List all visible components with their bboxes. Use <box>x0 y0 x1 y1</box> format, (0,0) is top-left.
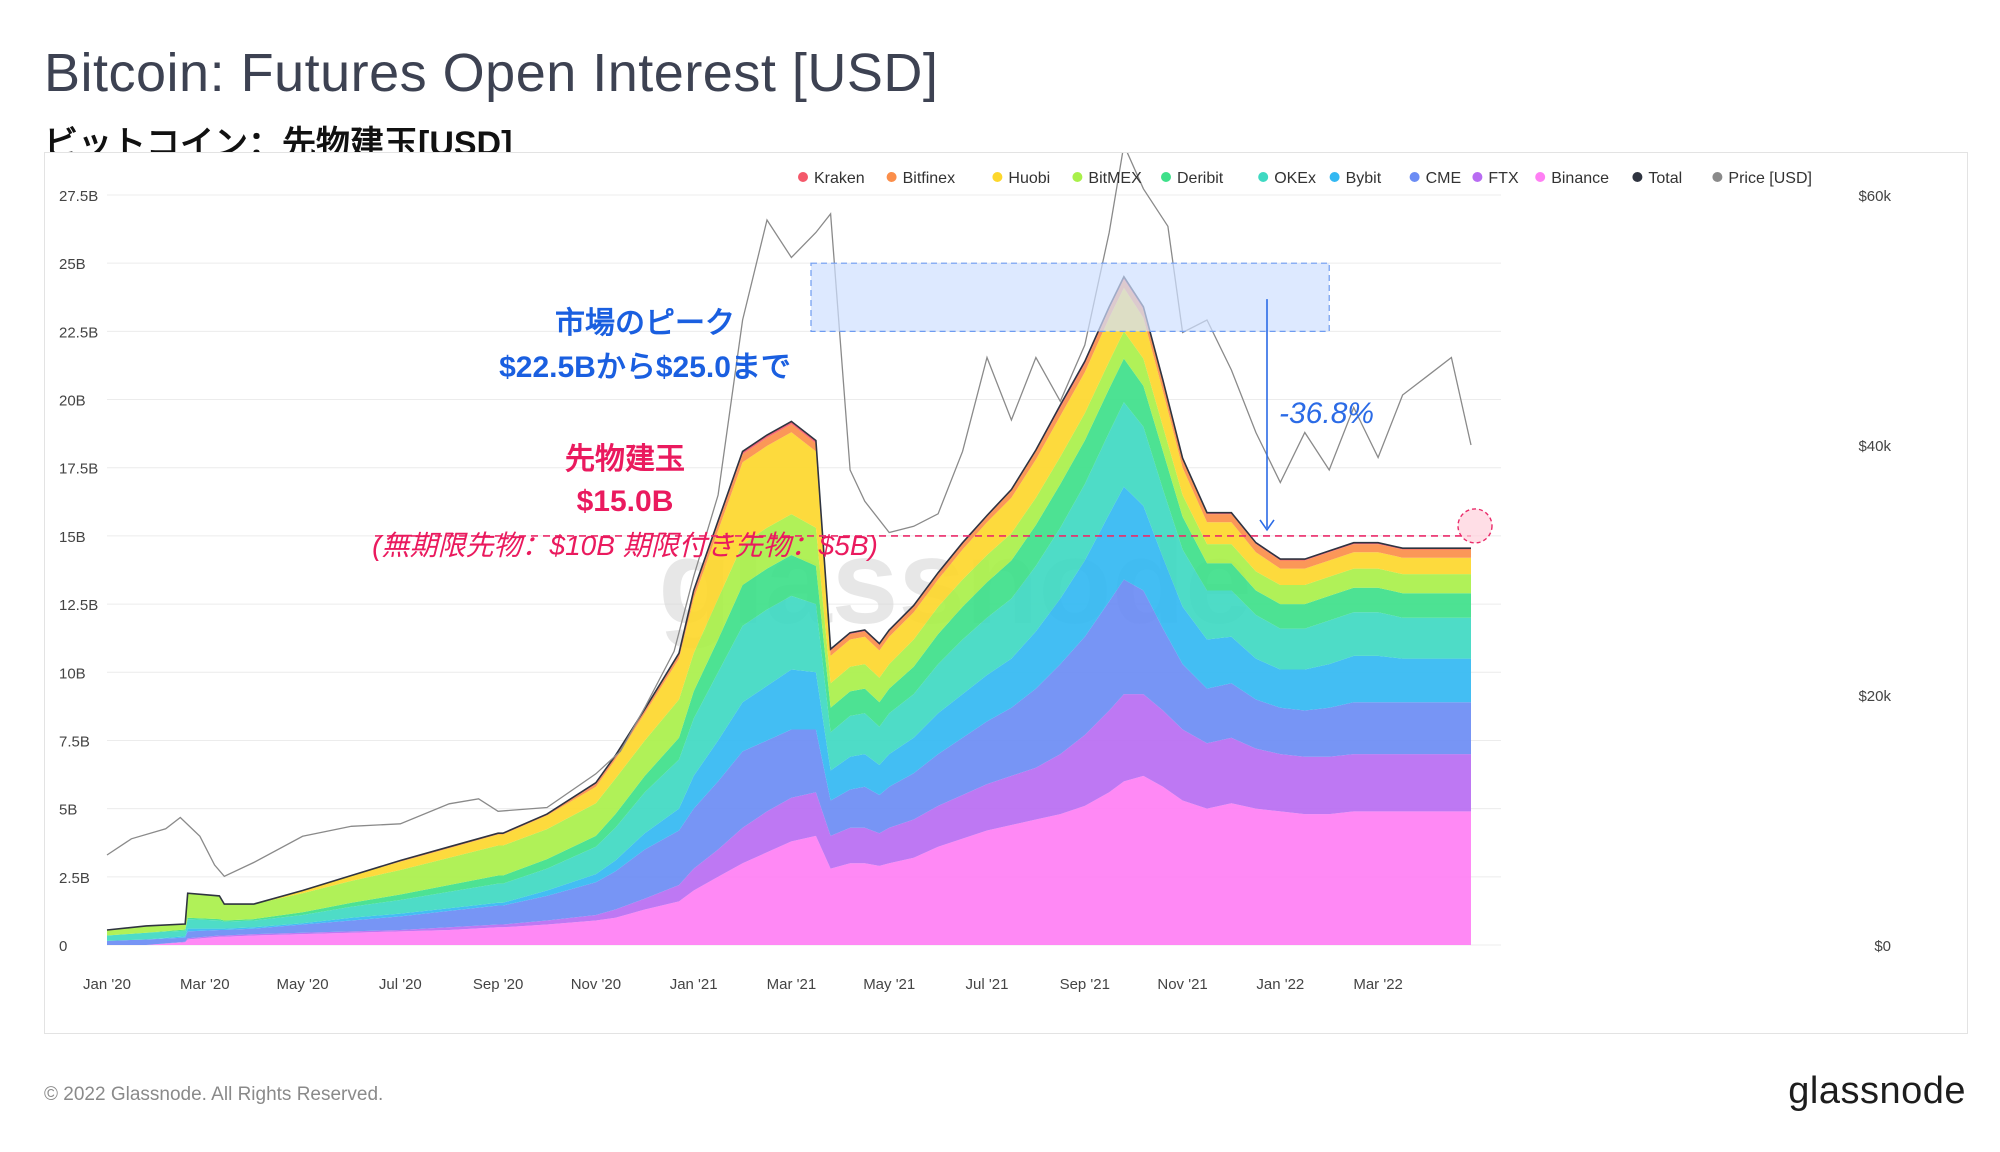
legend-item-bitfinex: Bitfinex <box>886 170 955 187</box>
x-tick-label: Jan '20 <box>83 976 131 993</box>
y-right-tick-label: $0 <box>1874 938 1891 955</box>
futures-open-interest-chart: glassnode 02.5B5B7.5B10B12.5B15B17.5B20B… <box>59 153 1891 993</box>
series-lines <box>106 153 1472 931</box>
x-tick-label: Nov '20 <box>571 976 621 993</box>
legend-label: Bitfinex <box>903 170 955 187</box>
legend-item-cme: CME <box>1409 170 1462 187</box>
peak-label-line2: $22.5Bから$25.0まで <box>499 351 791 384</box>
total-line <box>106 275 1471 931</box>
annotations: 市場のピーク $22.5Bから$25.0まで -36.8% 先物建玉 $15.0B (無期… <box>372 262 1493 561</box>
x-tick-label: Jan '22 <box>1256 976 1304 993</box>
area-binance <box>107 775 1471 945</box>
legend-item-binance: Binance <box>1535 170 1609 187</box>
area-cme <box>107 579 1471 945</box>
legend-item-total: Total <box>1632 170 1682 187</box>
y-right-tick-label: $20k <box>1858 688 1891 705</box>
oi-label-line2: $15.0B <box>577 485 674 518</box>
legend-item-okex: OKEx <box>1258 170 1316 187</box>
page-title: Bitcoin: Futures Open Interest [USD] <box>44 43 939 103</box>
price-line <box>106 153 1472 878</box>
x-tick-label: Mar '22 <box>1353 976 1403 993</box>
y-left-tick-label: 17.5B <box>59 461 98 478</box>
legend-item-kraken: Kraken <box>798 170 865 187</box>
legend-dot <box>1329 172 1340 182</box>
legend-label: CME <box>1426 170 1462 187</box>
y-left-tick-label: 15B <box>59 529 86 546</box>
x-tick-label: Mar '21 <box>767 976 817 993</box>
oi-label-line1: 先物建玉 <box>565 443 685 476</box>
legend-dot <box>1535 172 1546 182</box>
glassnode-logo: glassnode <box>1788 1070 1966 1112</box>
y-left-tick-label: 20B <box>59 393 86 410</box>
legend-label: OKEx <box>1274 170 1316 187</box>
legend-label: Deribit <box>1177 170 1224 187</box>
oi-label-line3: (無期限先物：$10B 期限付き先物：$5B) <box>372 530 878 561</box>
peak-label-line1: 市場のピーク <box>555 306 735 340</box>
area-ftx <box>107 694 1471 945</box>
y-right-tick-label: $60k <box>1858 188 1891 205</box>
x-tick-label: Mar '20 <box>180 976 230 993</box>
legend-dot <box>1161 172 1171 182</box>
area-bybit <box>107 486 1471 941</box>
legend-item-ftx: FTX <box>1472 170 1519 187</box>
legend-dot <box>1712 172 1723 182</box>
legend-item-price-usd-: Price [USD] <box>1712 170 1812 187</box>
x-tick-label: Jul '20 <box>379 976 422 993</box>
axes: 0 2.5B 5B 7.5B 10B 12.5B 15B 17.5B 20B 22.5B 25B 27… <box>59 188 1891 993</box>
x-tick-label: Jul '21 <box>966 976 1009 993</box>
y-left-tick-label: 0 <box>59 938 67 955</box>
legend-dot <box>798 172 808 182</box>
legend-dot <box>1072 172 1083 182</box>
legend-label: BitMEX <box>1088 170 1142 187</box>
x-tick-label: Sep '20 <box>473 976 523 993</box>
legend-dot <box>1472 172 1483 182</box>
legend-label: Bybit <box>1346 170 1382 187</box>
legend-label: FTX <box>1488 170 1519 187</box>
legend-dot <box>1258 172 1269 182</box>
market-peak-band <box>810 262 1330 332</box>
stacked-areas <box>107 276 1471 945</box>
legend-item-bitmex: BitMEX <box>1072 170 1142 187</box>
y-left-tick-label: 27.5B <box>59 188 98 205</box>
legend-dot <box>886 172 897 182</box>
y-right-tick-label: $40k <box>1858 438 1891 455</box>
chart-container: glassnode 02.5B5B7.5B10B12.5B15B17.5B20B… <box>44 152 1968 1034</box>
legend-label: Kraken <box>814 170 865 187</box>
copyright-text: © 2022 Glassnode. All Rights Reserved. <box>44 1084 384 1105</box>
current-oi-marker <box>1457 508 1493 544</box>
legend: Kraken Bitfinex Huobi BitMEX Deribit OKEx Bybi… <box>798 170 1812 187</box>
x-tick-label: May '21 <box>863 976 915 993</box>
legend-label: Binance <box>1551 170 1609 187</box>
y-left-tick-label: 7.5B <box>59 733 90 750</box>
y-left-tick-label: 2.5B <box>59 870 90 887</box>
y-left-tick-label: 10B <box>59 665 86 682</box>
legend-label: Price [USD] <box>1728 170 1812 187</box>
legend-item-huobi: Huobi <box>992 170 1050 187</box>
legend-label: Total <box>1648 170 1682 187</box>
drop-percent-label: -36.8% <box>1279 397 1374 430</box>
x-tick-label: Nov '21 <box>1157 976 1207 993</box>
y-left-tick-label: 25B <box>59 256 86 273</box>
x-tick-label: May '20 <box>277 976 329 993</box>
y-left-tick-label: 12.5B <box>59 597 98 614</box>
legend-item-bybit: Bybit <box>1329 170 1382 187</box>
x-tick-label: Sep '21 <box>1060 976 1110 993</box>
legend-item-deribit: Deribit <box>1161 170 1224 187</box>
drop-arrow-head <box>1259 519 1275 532</box>
y-left-tick-label: 5B <box>59 802 77 819</box>
legend-label: Huobi <box>1008 170 1050 187</box>
x-tick-label: Jan '21 <box>670 976 718 993</box>
legend-dot <box>992 172 1003 182</box>
legend-dot <box>1632 172 1643 182</box>
legend-dot <box>1409 172 1420 182</box>
y-left-tick-label: 22.5B <box>59 324 98 341</box>
